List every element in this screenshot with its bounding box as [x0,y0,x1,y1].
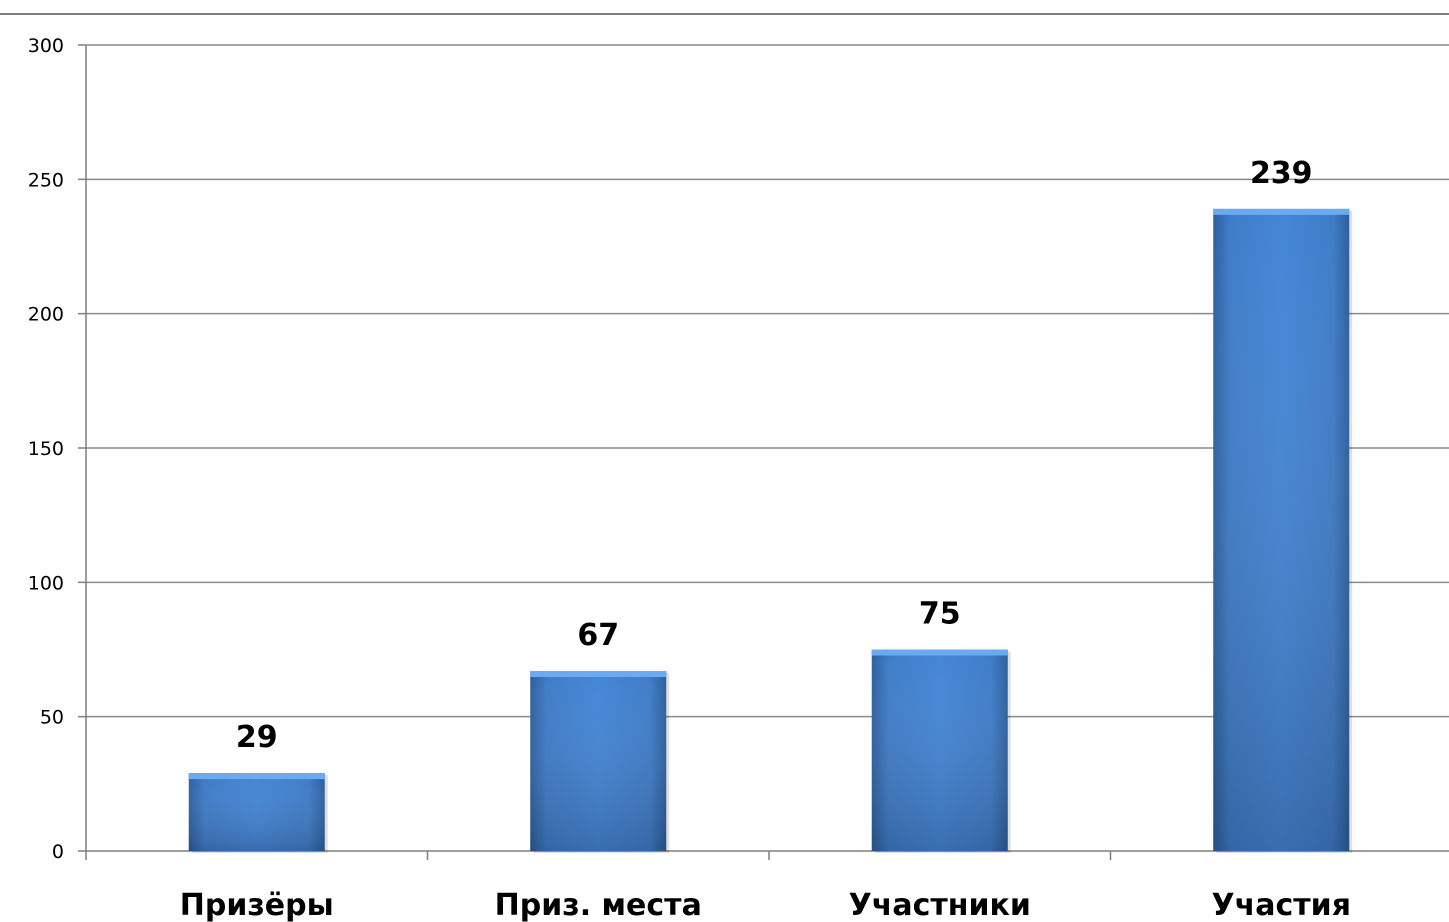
data-label: 75 [919,597,961,632]
y-tick-label: 150 [28,438,64,460]
bar-shade [530,670,667,851]
data-labels: 29 67 75 239 [236,156,1313,755]
data-label: 29 [236,720,278,755]
data-label: 67 [577,618,619,653]
bar-top-bevel [188,773,325,780]
y-tick-label: 250 [28,169,64,191]
y-tick-label: 50 [40,707,64,729]
bar [530,670,670,853]
bar-top-bevel [530,670,667,677]
bar [188,773,328,853]
y-tick-label: 300 [28,35,64,57]
category-label: Участия [1212,888,1351,922]
bar [871,649,1011,853]
category-labels: Призёры Приз. места Участники Участия [180,888,1351,922]
bars [188,208,1353,854]
gridlines [86,44,1449,718]
bar-top-bevel [1213,208,1350,215]
category-label: Участники [849,888,1031,922]
bar-shade [871,649,1008,851]
y-tick-label: 100 [28,572,64,594]
y-tick-label: 0 [52,841,64,863]
y-axis-ticks: 0 50 100 150 200 250 300 [28,35,86,863]
y-tick-label: 200 [28,304,64,326]
bar-shade [188,773,325,851]
data-label: 239 [1250,156,1313,191]
bar-top-bevel [871,649,1008,656]
bar [1213,208,1353,854]
bar-shade [1213,208,1350,852]
category-label: Приз. места [495,888,702,922]
category-label: Призёры [180,888,334,922]
